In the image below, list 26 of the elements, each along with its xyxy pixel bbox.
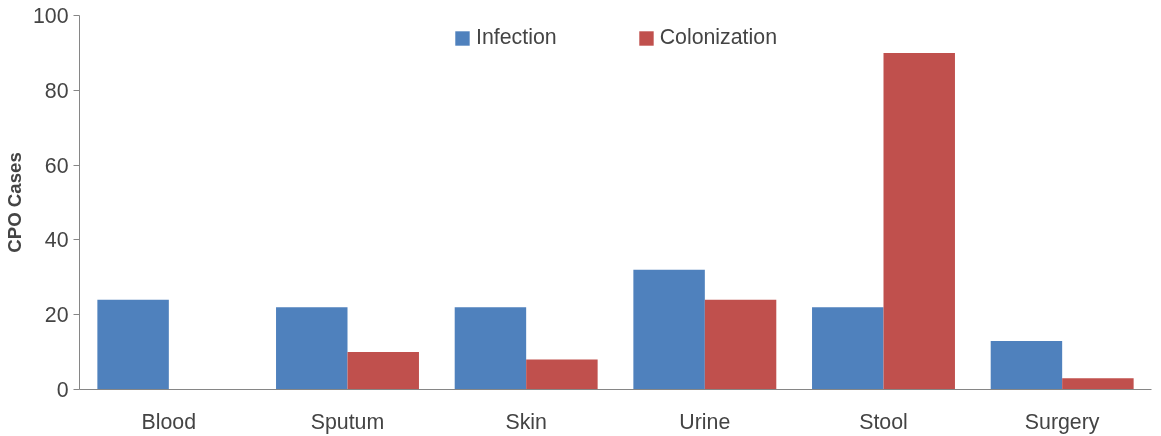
legend-label: Colonization [659, 25, 778, 50]
y-tick-label: 60 [44, 153, 69, 178]
bar [276, 307, 348, 390]
y-tick-label: 0 [56, 378, 69, 402]
y-tick-label: 100 [32, 4, 69, 28]
bar [526, 359, 598, 390]
x-tick-label: Stool [859, 409, 908, 434]
x-tick-label: Surgery [1024, 409, 1100, 434]
x-tick-label: Urine [679, 409, 731, 434]
x-tick-label: Sputum [310, 409, 385, 434]
y-tick-label: 40 [44, 228, 69, 253]
bar [454, 307, 527, 390]
bar [990, 340, 1063, 390]
legend-label: Infection [475, 25, 557, 50]
bar [883, 52, 955, 390]
x-tick-label: Blood [141, 409, 197, 434]
bar [347, 352, 419, 390]
bar [704, 299, 777, 390]
bar [97, 299, 169, 390]
y-tick-label: 20 [44, 303, 69, 328]
x-tick-label: Skin [505, 409, 547, 434]
y-tick-label: 80 [44, 78, 69, 103]
bar [812, 307, 884, 390]
y-axis-title: CPO Cases [3, 152, 25, 253]
bar [1062, 378, 1134, 390]
bar [633, 269, 705, 390]
